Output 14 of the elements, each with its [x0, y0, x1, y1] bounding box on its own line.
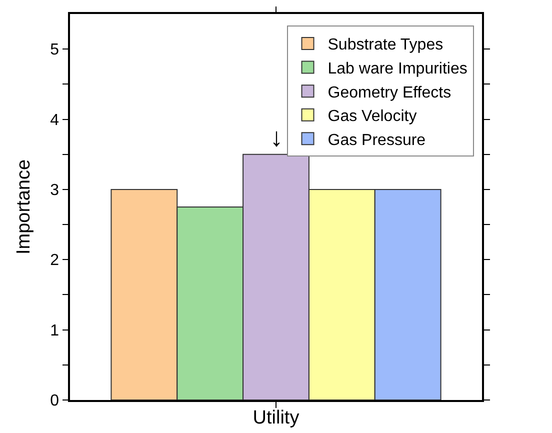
x-axis-title: Utility [252, 407, 300, 428]
y-tick-label: 2 [50, 252, 60, 270]
legend-label: Substrate Types [328, 36, 444, 54]
y-axis-title: Importance [13, 159, 34, 255]
legend-label: Lab ware Impurities [328, 60, 468, 78]
legend-label: Gas Pressure [328, 132, 426, 149]
annotation: ↓ [270, 122, 283, 152]
y-tick-label: 4 [50, 112, 60, 129]
legend-label: Geometry Effects [328, 84, 452, 102]
y-tick-label: 0 [50, 392, 60, 410]
y-tick-label: 3 [50, 182, 60, 200]
y-tick-label: 5 [50, 42, 60, 59]
legend-label: Gas Velocity [328, 108, 417, 126]
y-tick-label: 1 [50, 322, 60, 340]
